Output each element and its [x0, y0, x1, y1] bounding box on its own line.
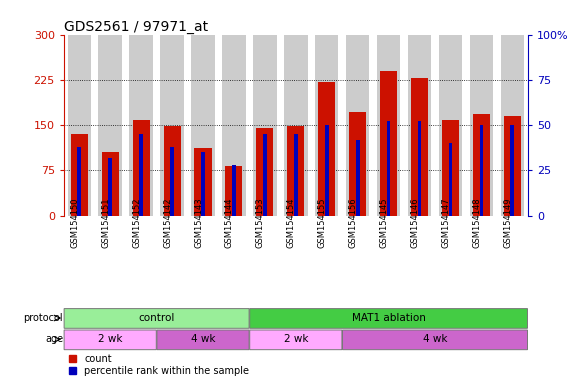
Bar — [504, 116, 521, 215]
Text: GSM154153: GSM154153 — [256, 198, 265, 248]
Text: GSM154155: GSM154155 — [318, 198, 327, 248]
Bar — [501, 35, 524, 215]
Bar — [473, 114, 490, 215]
Text: GSM154151: GSM154151 — [101, 198, 110, 248]
Bar — [77, 147, 81, 215]
Bar — [438, 35, 462, 215]
Text: protocol: protocol — [24, 313, 63, 323]
Bar — [222, 35, 246, 215]
Bar — [480, 125, 483, 215]
Text: GSM154149: GSM154149 — [503, 198, 512, 248]
Bar — [287, 126, 305, 215]
Bar — [263, 134, 267, 215]
Text: 4 wk: 4 wk — [191, 334, 215, 344]
Bar — [194, 148, 212, 215]
FancyBboxPatch shape — [64, 309, 249, 328]
Bar — [284, 35, 307, 215]
FancyBboxPatch shape — [250, 330, 342, 350]
FancyBboxPatch shape — [64, 330, 156, 350]
Text: GSM154145: GSM154145 — [379, 198, 389, 248]
Text: GSM154144: GSM154144 — [225, 198, 234, 248]
FancyBboxPatch shape — [157, 330, 249, 350]
FancyBboxPatch shape — [343, 330, 527, 350]
Bar — [226, 166, 242, 215]
Bar — [448, 143, 452, 215]
Text: GSM154152: GSM154152 — [132, 198, 141, 248]
Bar — [201, 152, 205, 215]
Bar — [387, 121, 390, 215]
Bar — [129, 35, 153, 215]
Bar — [356, 139, 360, 215]
Text: GSM154148: GSM154148 — [472, 198, 481, 248]
Bar — [318, 82, 335, 215]
Bar — [139, 134, 143, 215]
Bar — [442, 120, 459, 215]
Text: GSM154156: GSM154156 — [349, 198, 358, 248]
Text: age: age — [45, 334, 63, 344]
Bar — [108, 158, 112, 215]
Bar — [232, 165, 236, 215]
Text: 2 wk: 2 wk — [98, 334, 122, 344]
Text: GSM154154: GSM154154 — [287, 198, 296, 248]
Bar — [253, 35, 277, 215]
Bar — [102, 152, 119, 215]
FancyBboxPatch shape — [250, 309, 527, 328]
Bar — [256, 128, 273, 215]
Bar — [71, 134, 88, 215]
Text: GSM154142: GSM154142 — [163, 198, 172, 248]
Bar — [99, 35, 122, 215]
Text: MAT1 ablation: MAT1 ablation — [351, 313, 426, 323]
Text: GSM154147: GSM154147 — [441, 198, 451, 248]
Bar — [510, 125, 514, 215]
Bar — [133, 120, 150, 215]
Text: GSM154143: GSM154143 — [194, 198, 203, 248]
Text: GDS2561 / 97971_at: GDS2561 / 97971_at — [64, 20, 208, 33]
Bar — [408, 35, 432, 215]
Text: 4 wk: 4 wk — [423, 334, 447, 344]
Bar — [418, 121, 422, 215]
Bar — [67, 35, 91, 215]
Bar — [377, 35, 400, 215]
Bar — [160, 35, 184, 215]
Bar — [380, 71, 397, 215]
Bar — [470, 35, 493, 215]
Bar — [349, 112, 366, 215]
Text: control: control — [139, 313, 175, 323]
Text: GSM154150: GSM154150 — [70, 198, 79, 248]
Bar — [346, 35, 369, 215]
Bar — [315, 35, 339, 215]
Bar — [164, 126, 180, 215]
Bar — [191, 35, 215, 215]
Text: GSM154146: GSM154146 — [411, 198, 419, 248]
Bar — [325, 125, 329, 215]
Legend: count, percentile rank within the sample: count, percentile rank within the sample — [68, 354, 249, 376]
Bar — [411, 78, 428, 215]
Text: 2 wk: 2 wk — [284, 334, 308, 344]
Bar — [170, 147, 174, 215]
Bar — [294, 134, 298, 215]
